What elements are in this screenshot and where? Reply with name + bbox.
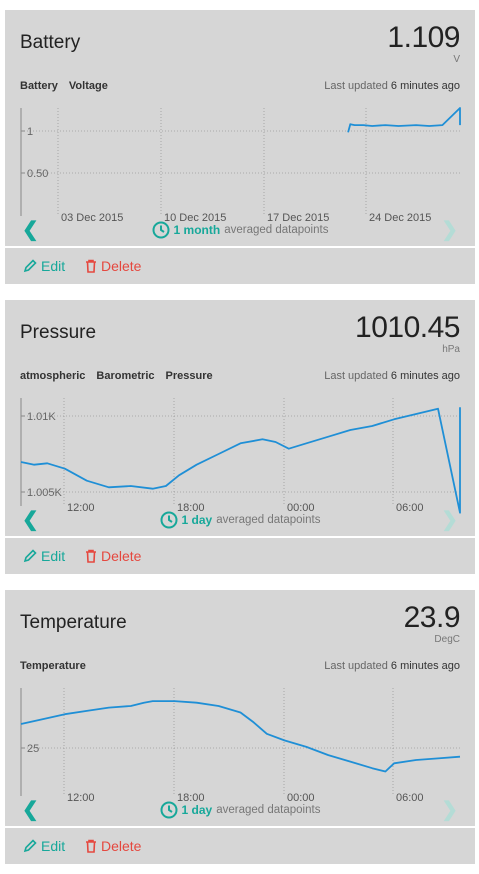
series-line [20,700,461,773]
clock-icon [160,801,178,819]
tag-list: atmospheric Barometric Pressure [20,370,224,382]
chevron-left-icon[interactable]: ❮ [22,799,39,821]
tag[interactable]: Voltage [68,80,108,92]
chevron-right-icon[interactable]: ❯ [441,509,458,531]
pressure-chart: 1.01K 1.005K 12:00 18:00 00:00 06:00 [20,398,461,514]
tag-list: Temperature [20,660,97,672]
edit-button[interactable]: Edit [23,548,65,564]
tag-list: Battery Voltage [20,80,119,92]
clock-icon [152,221,170,239]
y-tick-label: 1 [27,126,33,138]
card-footer: Edit Delete [5,538,475,574]
time-range-selector[interactable]: 1 day averaged datapoints [5,511,475,529]
pencil-icon [23,549,37,563]
pencil-icon [23,259,37,273]
delete-button[interactable]: Delete [85,548,141,564]
temperature-chart: 25 12:00 18:00 00:00 06:00 [20,688,461,804]
delete-button[interactable]: Delete [85,258,141,274]
x-tick-label: 00:00 [287,502,315,514]
edit-button[interactable]: Edit [23,258,65,274]
current-value: 1010.45 [355,311,460,344]
range-period: 1 month [173,223,221,237]
time-range-selector[interactable]: 1 day averaged datapoints [5,801,475,819]
y-tick-label: 0.50 [27,168,48,180]
chevron-right-icon[interactable]: ❯ [441,219,458,241]
updated-time: 6 minutes ago [390,660,460,672]
tag[interactable]: Barometric [96,370,155,382]
chevron-left-icon[interactable]: ❮ [22,219,39,241]
updated-time: 6 minutes ago [390,370,460,382]
series-line [20,407,461,514]
range-suffix: averaged datapoints [224,224,329,236]
chevron-right-icon[interactable]: ❯ [441,799,458,821]
x-tick-label: 10 Dec 2015 [164,212,226,224]
value-unit: V [453,54,460,65]
divider [5,826,475,828]
updated-time: 6 minutes ago [390,80,460,92]
x-tick-label: 06:00 [396,502,424,514]
y-tick-label: 1.005K [27,487,63,499]
clock-icon [160,511,178,529]
trash-icon [86,259,96,273]
tag[interactable]: Temperature [20,660,86,672]
card-title: Pressure [20,322,97,343]
range-period: 1 day [181,513,213,527]
trash-icon [86,549,96,563]
x-tick-label: 18:00 [177,502,205,514]
chevron-left-icon[interactable]: ❮ [22,509,39,531]
x-tick-label: 00:00 [287,792,315,804]
x-tick-label: 24 Dec 2015 [369,212,431,224]
tag[interactable]: Battery [20,80,58,92]
card-footer: Edit Delete [5,828,475,864]
range-period: 1 day [181,803,213,817]
x-tick-label: 18:00 [177,792,205,804]
card-footer: Edit Delete [5,248,475,284]
current-value: 1.109 [387,21,460,54]
y-tick-label: 1.01K [27,411,56,423]
value-unit: DegC [434,634,460,645]
card-title: Temperature [20,612,127,633]
divider [5,246,475,248]
delete-button[interactable]: Delete [85,838,141,854]
pencil-icon [23,839,37,853]
edit-button[interactable]: Edit [23,838,65,854]
temperature-card: Temperature 23.9 DegC Temperature Last u… [5,590,475,864]
series-line [347,107,461,133]
battery-card: Battery 1.109 V Battery Voltage Last upda… [5,10,475,284]
x-tick-label: 03 Dec 2015 [61,212,123,224]
current-value: 23.9 [403,601,461,634]
card-title: Battery [20,32,81,53]
trash-icon [86,839,96,853]
range-suffix: averaged datapoints [216,804,321,816]
value-unit: hPa [442,344,460,355]
pressure-card: Pressure 1010.45 hPa atmospheric Barometr… [5,300,475,574]
last-updated: Last updated 6 minutes ago [324,80,460,92]
battery-chart: 1 0.50 03 Dec 2015 10 Dec 2015 17 Dec 2015 24… [20,107,461,224]
last-updated: Last updated 6 minutes ago [324,660,460,672]
last-updated: Last updated 6 minutes ago [324,370,460,382]
time-range-selector[interactable]: 1 month averaged datapoints [5,221,475,239]
tag[interactable]: Pressure [165,370,213,382]
x-tick-label: 12:00 [67,502,95,514]
tag[interactable]: atmospheric [20,370,86,382]
y-tick-label: 25 [27,743,39,755]
x-tick-label: 12:00 [67,792,95,804]
divider [5,536,475,538]
range-suffix: averaged datapoints [216,514,321,526]
x-tick-label: 17 Dec 2015 [267,212,329,224]
x-tick-label: 06:00 [396,792,424,804]
